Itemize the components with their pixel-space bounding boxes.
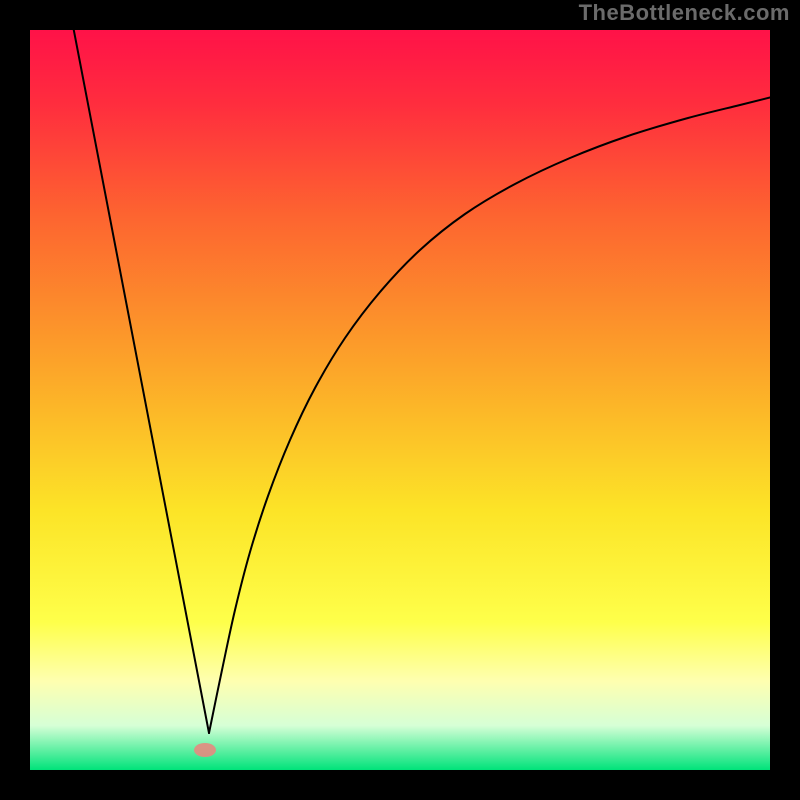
sweet-spot-marker xyxy=(194,743,216,757)
bottleneck-chart xyxy=(0,0,800,800)
chart-wrapper: TheBottleneck.com xyxy=(0,0,800,800)
watermark-text: TheBottleneck.com xyxy=(579,0,790,26)
